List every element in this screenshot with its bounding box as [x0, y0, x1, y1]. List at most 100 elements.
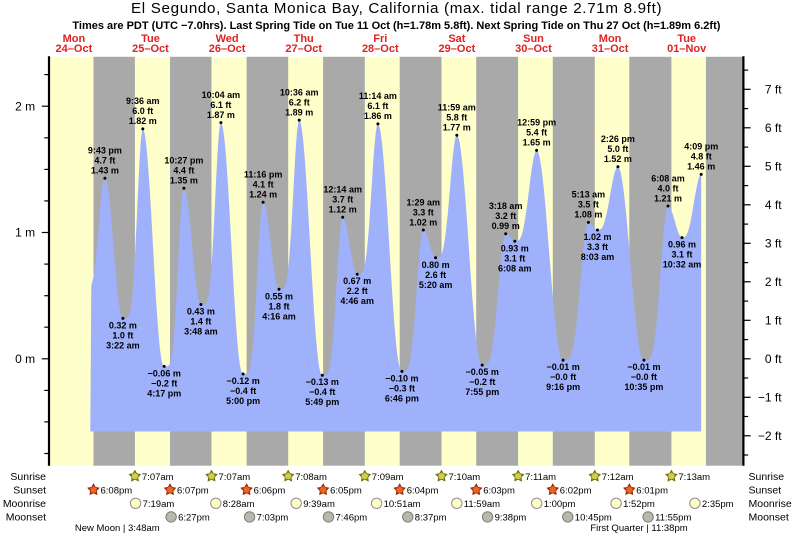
svg-text:6:46 pm: 6:46 pm: [385, 393, 419, 403]
svg-text:4:09 pm: 4:09 pm: [684, 142, 718, 152]
svg-text:1.87 m: 1.87 m: [207, 110, 235, 120]
svg-text:6:27pm: 6:27pm: [178, 513, 210, 524]
svg-text:2.2 ft: 2.2 ft: [347, 286, 368, 296]
svg-text:−0.0 ft: −0.0 ft: [550, 372, 576, 382]
svg-text:7:03pm: 7:03pm: [257, 513, 289, 524]
svg-text:1.02 m: 1.02 m: [583, 232, 611, 242]
svg-text:4.0 ft: 4.0 ft: [657, 183, 678, 193]
svg-text:27–Oct: 27–Oct: [285, 43, 322, 55]
svg-text:−2 ft: −2 ft: [758, 429, 782, 443]
svg-text:7:19am: 7:19am: [143, 499, 175, 510]
svg-text:6.2 ft: 6.2 ft: [289, 97, 310, 107]
svg-text:8:37pm: 8:37pm: [415, 513, 447, 524]
svg-text:Sunrise: Sunrise: [10, 471, 46, 483]
svg-text:Moonrise: Moonrise: [749, 498, 792, 510]
svg-text:4.4 ft: 4.4 ft: [173, 166, 194, 176]
svg-text:28–Oct: 28–Oct: [362, 43, 399, 55]
svg-text:1:52pm: 1:52pm: [623, 499, 655, 510]
svg-text:5:20 am: 5:20 am: [419, 280, 453, 290]
svg-text:1.02 m: 1.02 m: [409, 217, 437, 227]
svg-text:7:13am: 7:13am: [678, 472, 710, 483]
svg-text:Sunrise: Sunrise: [749, 471, 785, 483]
svg-text:24–Oct: 24–Oct: [56, 43, 93, 55]
svg-text:0.43 m: 0.43 m: [187, 307, 215, 317]
svg-text:4.7 ft: 4.7 ft: [94, 156, 115, 166]
svg-text:31–Oct: 31–Oct: [592, 43, 629, 55]
svg-text:0 m: 0 m: [15, 352, 35, 366]
svg-text:3.1 ft: 3.1 ft: [671, 250, 692, 260]
svg-text:1.86 m: 1.86 m: [364, 111, 392, 121]
svg-text:6:03pm: 6:03pm: [483, 486, 515, 497]
svg-text:0.67 m: 0.67 m: [343, 276, 371, 286]
svg-text:Sat: Sat: [448, 33, 465, 45]
svg-text:1.89 m: 1.89 m: [285, 107, 313, 117]
svg-text:10:36 am: 10:36 am: [280, 87, 319, 97]
svg-text:5.8 ft: 5.8 ft: [446, 113, 467, 123]
svg-text:0.80 m: 0.80 m: [422, 260, 450, 270]
svg-text:6:06pm: 6:06pm: [254, 486, 286, 497]
svg-text:−0.10 m: −0.10 m: [385, 373, 418, 383]
svg-text:2 m: 2 m: [15, 99, 35, 113]
svg-text:−0.4 ft: −0.4 ft: [230, 386, 256, 396]
svg-text:10:04 am: 10:04 am: [202, 90, 241, 100]
svg-text:3:48 am: 3:48 am: [184, 327, 218, 337]
svg-text:7:46pm: 7:46pm: [336, 513, 368, 524]
svg-text:0.32 m: 0.32 m: [109, 320, 137, 330]
svg-text:Mon: Mon: [63, 33, 86, 45]
svg-text:6.1 ft: 6.1 ft: [210, 100, 231, 110]
svg-text:01–Nov: 01–Nov: [667, 43, 707, 55]
svg-text:5:13 am: 5:13 am: [572, 190, 606, 200]
svg-text:1.82 m: 1.82 m: [129, 116, 157, 126]
svg-text:9:38pm: 9:38pm: [495, 513, 527, 524]
svg-text:11:14 am: 11:14 am: [359, 91, 397, 101]
svg-text:3:22 am: 3:22 am: [106, 340, 140, 350]
svg-text:2.6 ft: 2.6 ft: [425, 270, 446, 280]
svg-text:29–Oct: 29–Oct: [439, 43, 476, 55]
svg-text:6:05pm: 6:05pm: [330, 486, 362, 497]
svg-text:1.12 m: 1.12 m: [329, 205, 357, 215]
svg-text:1:29 am: 1:29 am: [407, 197, 441, 207]
svg-text:30–Oct: 30–Oct: [515, 43, 552, 55]
svg-text:First Quarter | 11:38pm: First Quarter | 11:38pm: [590, 523, 687, 534]
svg-text:7:09am: 7:09am: [372, 472, 404, 483]
svg-text:1.0 ft: 1.0 ft: [112, 330, 133, 340]
svg-text:3 ft: 3 ft: [765, 237, 782, 251]
svg-text:−0.12 m: −0.12 m: [226, 376, 259, 386]
svg-text:3.2 ft: 3.2 ft: [495, 211, 516, 221]
svg-text:3.7 ft: 3.7 ft: [332, 195, 353, 205]
svg-text:7:10am: 7:10am: [449, 472, 481, 483]
svg-text:5:00 pm: 5:00 pm: [226, 396, 260, 406]
svg-text:1.46 m: 1.46 m: [687, 162, 715, 172]
svg-text:9:39am: 9:39am: [303, 499, 335, 510]
svg-text:3.3 ft: 3.3 ft: [587, 242, 608, 252]
svg-text:1.43 m: 1.43 m: [91, 166, 119, 176]
svg-text:Moonrise: Moonrise: [3, 498, 46, 510]
svg-text:6:04pm: 6:04pm: [407, 486, 439, 497]
svg-text:7:12am: 7:12am: [602, 472, 634, 483]
svg-text:−0.0 ft: −0.0 ft: [631, 372, 657, 382]
svg-text:1 m: 1 m: [15, 226, 35, 240]
svg-text:New Moon | 3:48am: New Moon | 3:48am: [75, 523, 160, 534]
svg-text:−0.4 ft: −0.4 ft: [309, 387, 335, 397]
svg-text:3.3 ft: 3.3 ft: [413, 207, 434, 217]
svg-text:1.65 m: 1.65 m: [523, 138, 551, 148]
svg-text:Tue: Tue: [141, 33, 160, 45]
svg-text:1.21 m: 1.21 m: [654, 193, 682, 203]
svg-text:12:14 am: 12:14 am: [323, 185, 362, 195]
svg-text:8:03 am: 8:03 am: [581, 252, 615, 262]
svg-text:Sun: Sun: [523, 33, 544, 45]
svg-text:10:27 pm: 10:27 pm: [164, 156, 203, 166]
svg-text:1.52 m: 1.52 m: [604, 154, 632, 164]
svg-text:−0.3 ft: −0.3 ft: [389, 383, 415, 393]
svg-text:−0.2 ft: −0.2 ft: [151, 378, 177, 388]
svg-text:6 ft: 6 ft: [765, 121, 782, 135]
svg-text:5:49 pm: 5:49 pm: [305, 397, 339, 407]
svg-text:Tue: Tue: [677, 33, 696, 45]
svg-text:1.77 m: 1.77 m: [443, 123, 471, 133]
svg-text:1.35 m: 1.35 m: [170, 176, 198, 186]
svg-text:7:07am: 7:07am: [219, 472, 251, 483]
svg-text:11:59 am: 11:59 am: [438, 103, 476, 113]
svg-text:0.99 m: 0.99 m: [492, 221, 520, 231]
svg-text:Fri: Fri: [373, 33, 387, 45]
svg-text:6.0 ft: 6.0 ft: [132, 106, 153, 116]
